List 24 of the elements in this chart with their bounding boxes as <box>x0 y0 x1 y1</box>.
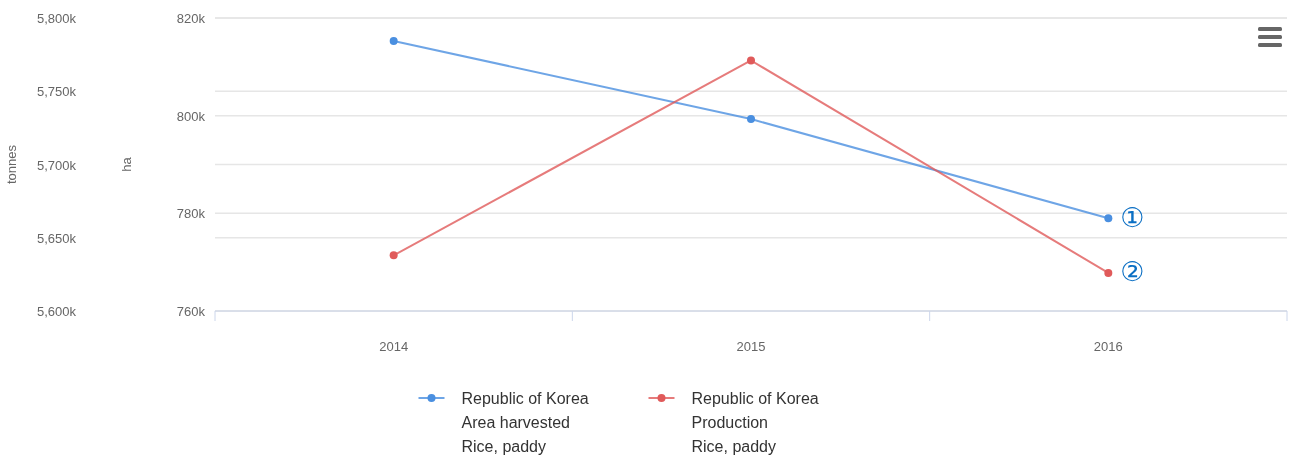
x-tick-label: 2015 <box>736 339 766 354</box>
y2-tick-label: 5,700k <box>36 157 77 173</box>
y2-tick-label: 5,800k <box>36 11 77 26</box>
point <box>389 251 398 260</box>
x-tick-label: 2016 <box>1093 339 1123 354</box>
y-tick-label: 800k <box>176 108 206 124</box>
y-tick-label: 820k <box>176 11 206 26</box>
y-tick-label: 780k <box>176 206 206 222</box>
annotation: ② <box>1120 256 1145 287</box>
point <box>747 115 755 124</box>
y2-tick-label: 5,650k <box>36 230 77 246</box>
point <box>1104 268 1113 277</box>
x-tick-label: 2014 <box>379 339 409 354</box>
legend-label: Republic of Korea Production Rice, paddy <box>691 390 819 455</box>
y2-tick-label: 5,750k <box>36 84 77 100</box>
y-tick-label: 760k <box>176 304 206 319</box>
point <box>389 36 398 45</box>
point <box>1104 214 1113 223</box>
point <box>747 56 755 65</box>
legend-label: Republic of Korea Area harvested Rice, paddy <box>461 390 589 455</box>
y-axis-title: ha <box>119 156 134 172</box>
annotation: ① <box>1120 203 1145 234</box>
y2-axis-title: tonnes <box>4 144 19 185</box>
y2-tick-label: 5,600k <box>36 304 77 319</box>
